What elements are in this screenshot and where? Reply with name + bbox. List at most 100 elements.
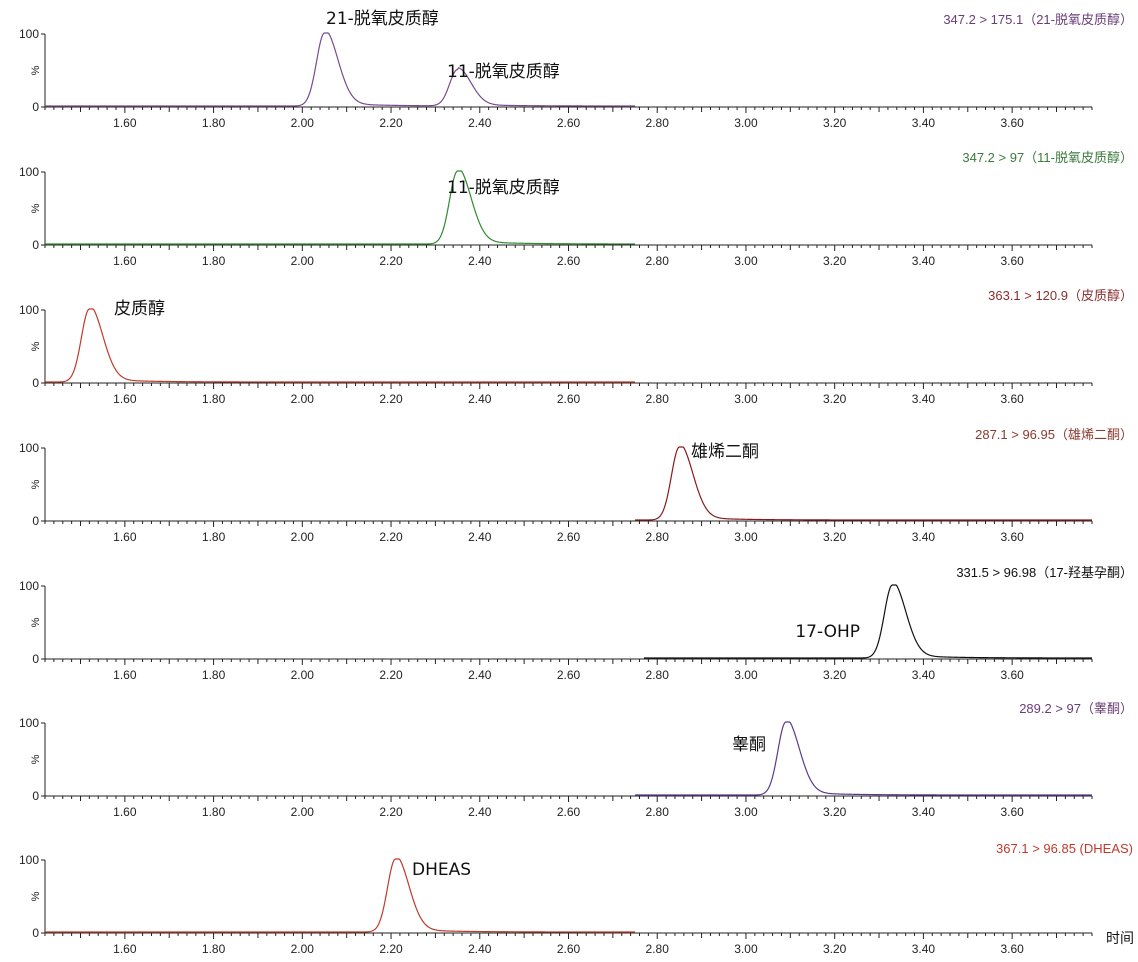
y-axis-label: % xyxy=(30,341,42,351)
y-axis-label: % xyxy=(30,754,42,764)
x-tick-label: 3.00 xyxy=(734,254,758,268)
x-tick-label: 2.40 xyxy=(468,254,492,268)
x-tick-label: 3.40 xyxy=(912,942,936,956)
x-tick-label: 2.60 xyxy=(557,116,581,130)
chromatogram-trace xyxy=(643,584,1093,659)
x-tick-label: 2.00 xyxy=(291,805,315,819)
x-tick-label: 1.60 xyxy=(113,530,137,544)
x-tick-label: 3.40 xyxy=(912,530,936,544)
trace-label: 331.5 > 96.98（17-羟基孕酮） xyxy=(956,565,1133,580)
chromatogram-panel: 100 0% 1.60 1.80 2.00 2.20 2.40 2.60 2.80 3.00 3.2… xyxy=(19,427,1133,544)
x-tick-label: 2.40 xyxy=(468,392,492,406)
x-tick-label: 1.80 xyxy=(202,116,226,130)
trace-label: 289.2 > 97（睾酮） xyxy=(1019,701,1133,716)
x-tick-label: 2.40 xyxy=(468,942,492,956)
x-tick-label: 2.80 xyxy=(646,530,670,544)
x-tick-label: 2.40 xyxy=(468,530,492,544)
peak-label: DHEAS xyxy=(412,860,471,880)
x-tick-label: 1.80 xyxy=(202,668,226,682)
x-tick-label: 3.00 xyxy=(734,530,758,544)
chromatogram-trace xyxy=(635,721,1092,796)
x-tick-label: 2.60 xyxy=(557,942,581,956)
x-tick-label: 3.40 xyxy=(912,805,936,819)
x-tick-label: 3.20 xyxy=(823,116,847,130)
x-tick-label: 2.60 xyxy=(557,254,581,268)
peak-label: 雄烯二酮 xyxy=(691,442,759,462)
x-tick-label: 2.00 xyxy=(291,116,315,130)
x-tick-label: 2.20 xyxy=(379,116,403,130)
peak-label: 21-脱氧皮质醇 xyxy=(326,9,439,29)
chromatogram-trace xyxy=(45,170,636,245)
chromatogram-panel: 100 0% 1.60 1.80 2.00 2.20 2.40 2.60 2.80 3.00 3.2… xyxy=(19,565,1133,682)
x-tick-label: 2.80 xyxy=(646,942,670,956)
x-tick-label: 3.60 xyxy=(1000,392,1024,406)
x-tick-label: 3.00 xyxy=(734,668,758,682)
x-tick-label: 2.60 xyxy=(557,668,581,682)
x-tick-label: 2.20 xyxy=(379,942,403,956)
peak-label: 17-OHP xyxy=(795,622,860,642)
y-tick-label: 100 xyxy=(19,716,39,730)
x-tick-label: 2.20 xyxy=(379,392,403,406)
chromatogram-trace xyxy=(45,32,636,107)
peak-label: 睾酮 xyxy=(732,735,766,755)
x-tick-label: 2.80 xyxy=(646,392,670,406)
trace-label: 347.2 > 97（11-脱氧皮质醇） xyxy=(962,150,1133,165)
x-tick-label: 3.20 xyxy=(823,668,847,682)
x-tick-label: 2.60 xyxy=(557,392,581,406)
y-axis-label: % xyxy=(30,891,42,901)
y-axis-label: % xyxy=(30,617,42,627)
x-tick-label: 3.20 xyxy=(823,942,847,956)
trace-label: 347.2 > 175.1（21-脱氧皮质醇） xyxy=(943,12,1133,27)
chromatogram-panel: 100 0% 1.60 1.80 2.00 2.20 2.40 2.60 2.80 3.00 3.2… xyxy=(19,701,1133,819)
chromatogram-trace xyxy=(45,858,636,933)
trace-label: 363.1 > 120.9（皮质醇） xyxy=(988,288,1133,303)
x-tick-label: 1.60 xyxy=(113,668,137,682)
y-tick-label: 100 xyxy=(19,853,39,867)
y-tick-label: 0 xyxy=(32,652,39,666)
x-tick-label: 3.20 xyxy=(823,254,847,268)
trace-label: 287.1 > 96.95（雄烯二酮） xyxy=(975,427,1133,442)
x-tick-label: 2.00 xyxy=(291,254,315,268)
x-tick-label: 1.60 xyxy=(113,392,137,406)
y-tick-label: 0 xyxy=(32,100,39,114)
x-tick-label: 2.00 xyxy=(291,530,315,544)
peak-label: 11-脱氧皮质醇 xyxy=(447,178,560,198)
x-tick-label: 3.60 xyxy=(1000,530,1024,544)
x-tick-label: 1.80 xyxy=(202,392,226,406)
x-tick-label: 3.60 xyxy=(1000,942,1024,956)
chromatogram-panel: 100 0% 1.60 1.80 2.00 2.20 2.40 2.60 2.80 3.00 3.2… xyxy=(19,841,1134,956)
y-tick-label: 100 xyxy=(19,579,39,593)
chromatogram-trace xyxy=(635,446,1092,521)
x-tick-label: 3.40 xyxy=(912,392,936,406)
x-tick-label: 3.60 xyxy=(1000,668,1024,682)
x-tick-label: 1.80 xyxy=(202,805,226,819)
y-axis-label: % xyxy=(30,479,42,489)
peak-label: 11-脱氧皮质醇 xyxy=(447,62,560,82)
y-tick-label: 0 xyxy=(32,376,39,390)
x-tick-label: 2.20 xyxy=(379,254,403,268)
x-axis-label: 时间 xyxy=(1106,931,1134,947)
x-tick-label: 3.40 xyxy=(912,254,936,268)
x-tick-label: 1.80 xyxy=(202,254,226,268)
y-tick-label: 100 xyxy=(19,441,39,455)
y-axis-label: % xyxy=(30,65,42,75)
y-tick-label: 0 xyxy=(32,238,39,252)
x-tick-label: 2.80 xyxy=(646,668,670,682)
x-tick-label: 2.00 xyxy=(291,392,315,406)
x-tick-label: 3.20 xyxy=(823,392,847,406)
x-tick-label: 2.80 xyxy=(646,254,670,268)
x-tick-label: 2.40 xyxy=(468,116,492,130)
x-tick-label: 3.20 xyxy=(823,805,847,819)
x-tick-label: 2.60 xyxy=(557,530,581,544)
x-tick-label: 3.60 xyxy=(1000,116,1024,130)
x-tick-label: 3.40 xyxy=(912,668,936,682)
peak-label: 皮质醇 xyxy=(114,299,165,319)
x-tick-label: 2.40 xyxy=(468,668,492,682)
trace-label: 367.1 > 96.85 (DHEAS) xyxy=(996,841,1133,856)
x-tick-label: 3.20 xyxy=(823,530,847,544)
x-tick-label: 1.60 xyxy=(113,116,137,130)
x-tick-label: 3.00 xyxy=(734,392,758,406)
chromatogram-trace xyxy=(45,308,636,383)
x-tick-label: 1.60 xyxy=(113,805,137,819)
chromatogram-panel: 100 0% 1.60 1.80 2.00 2.20 2.40 2.60 2.80 3.00 3.2… xyxy=(19,150,1133,268)
